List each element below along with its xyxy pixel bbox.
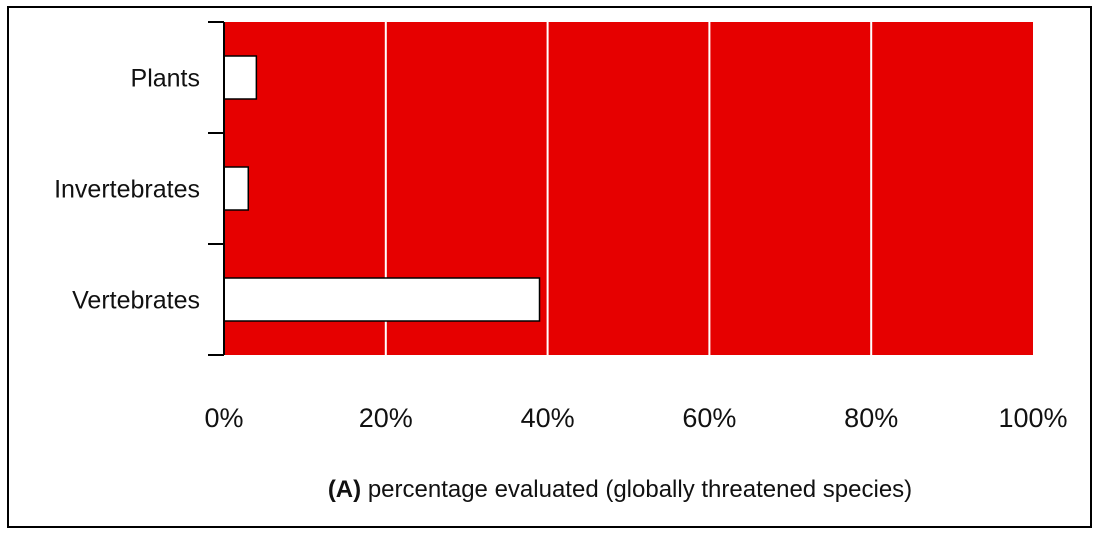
bar <box>223 277 541 322</box>
x-tick-label: 100% <box>998 403 1067 433</box>
category-labels: Plants Invertebrates Vertebrates <box>54 65 200 315</box>
x-tick-label: 60% <box>682 403 736 433</box>
x-axis-label-prefix: (A) <box>327 476 362 503</box>
bar <box>223 55 258 100</box>
x-tick-label: 40% <box>521 403 575 433</box>
x-tick-label: 20% <box>359 403 413 433</box>
x-tick-label: 80% <box>844 403 898 433</box>
x-tick-label: 0% <box>204 403 243 433</box>
category-label: Invertebrates <box>54 176 200 204</box>
gridlines <box>384 22 873 355</box>
bar <box>223 166 250 211</box>
axes <box>208 21 225 356</box>
x-axis-label-text: percentage evaluated (globally threatene… <box>367 476 913 503</box>
x-tick-labels: 0% 20% 40% 60% 80% 100% <box>204 403 1067 433</box>
x-axis-label: (A) percentage evaluated (globally threa… <box>70 476 1100 504</box>
category-label: Vertebrates <box>72 287 200 315</box>
bars <box>223 55 541 322</box>
category-label: Plants <box>131 65 200 93</box>
